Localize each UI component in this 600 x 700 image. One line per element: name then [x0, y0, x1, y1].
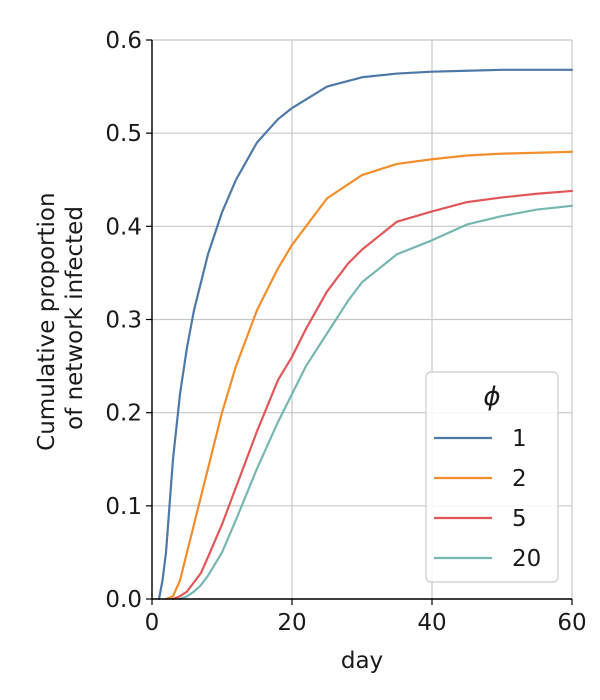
- y-axis-title-line-1: Cumulative proportion: [34, 192, 60, 450]
- y-tick-label: 0.1: [105, 494, 142, 520]
- legend-label-2: 2: [512, 466, 527, 492]
- y-tick-label: 0.4: [105, 214, 142, 240]
- y-tick-label: 0.6: [105, 28, 142, 54]
- y-tick-label: 0.0: [105, 587, 142, 613]
- series-line-1: [157, 68, 574, 601]
- x-axis-title: day: [341, 648, 383, 674]
- legend-label-5: 5: [512, 506, 527, 532]
- y-axis-title: Cumulative proportion of network infecte…: [34, 185, 88, 451]
- series-lines: [157, 68, 574, 601]
- x-tick-label: 20: [277, 610, 306, 636]
- series-line-2: [164, 150, 574, 601]
- series-line-5: [171, 189, 574, 601]
- y-tick-label: 0.2: [105, 401, 142, 427]
- x-tick-label: 40: [417, 610, 446, 636]
- series-line-20: [178, 204, 574, 601]
- y-tick-label: 0.5: [105, 121, 142, 147]
- x-tick-label: 0: [145, 610, 160, 636]
- legend-label-1: 1: [512, 426, 527, 452]
- legend-title: ϕ: [483, 382, 500, 412]
- legend: ϕ 1 2 5 20: [425, 371, 559, 583]
- tick-labels: 0.0 0.1 0.2 0.3 0.4 0.5 0.6 0 20 40 60: [105, 28, 586, 636]
- y-axis-title-line-2: of network infected: [62, 206, 88, 430]
- axes: [146, 39, 573, 605]
- legend-label-20: 20: [512, 546, 541, 572]
- legend-items: 1 2 5 20: [434, 426, 541, 572]
- x-tick-label: 60: [557, 610, 586, 636]
- y-tick-label: 0.3: [105, 308, 142, 334]
